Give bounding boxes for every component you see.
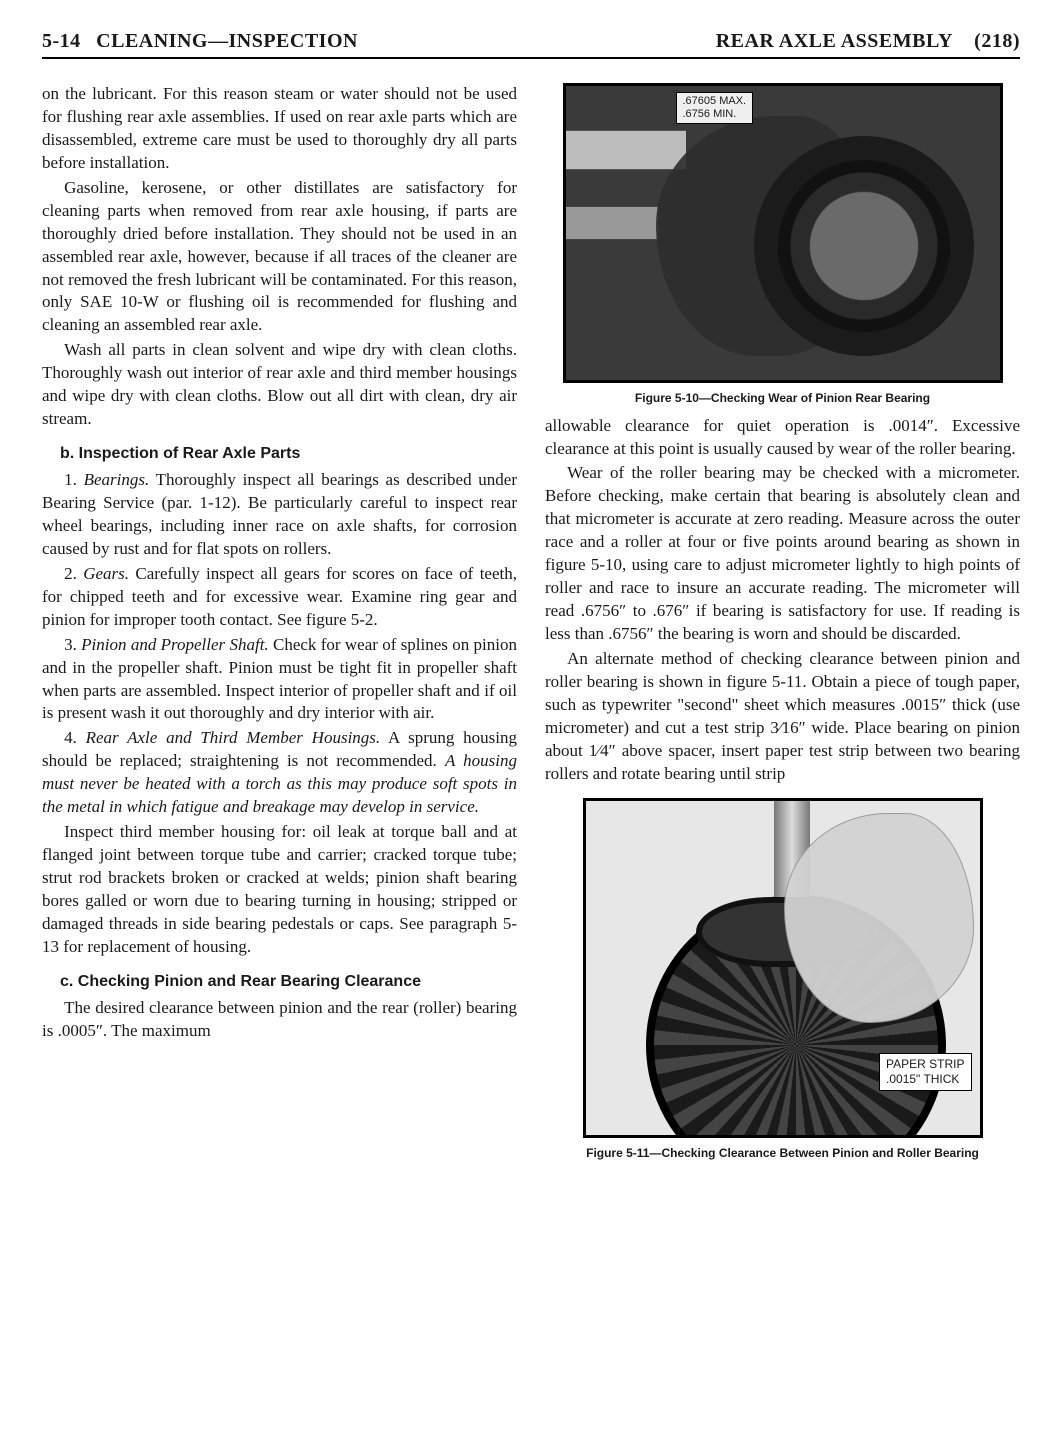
para: The desired clearance between pinion and… xyxy=(42,997,517,1043)
section-title: CLEANING—INSPECTION xyxy=(96,30,358,52)
subhead-c: c. Checking Pinion and Rear Bearing Clea… xyxy=(60,973,517,991)
header-right: REAR AXLE ASSEMBLY (218) xyxy=(716,30,1020,53)
right-column: .67605 MAX. .6756 MIN. Figure 5-10—Check… xyxy=(545,83,1020,1169)
item-num: 2. xyxy=(64,564,83,583)
right-title: REAR AXLE ASSEMBLY xyxy=(716,30,952,52)
shaft-graphic xyxy=(566,130,686,170)
para: Inspect third member housing for: oil le… xyxy=(42,821,517,959)
page-ref: (218) xyxy=(974,30,1020,52)
item-num: 3. xyxy=(64,635,81,654)
figure-5-11: PAPER STRIP .0015" THICK Figure 5-11—Che… xyxy=(545,798,1020,1162)
figure-5-10: .67605 MAX. .6756 MIN. Figure 5-10—Check… xyxy=(545,83,1020,407)
para: on the lubricant. For this reason steam … xyxy=(42,83,517,175)
para: Wash all parts in clean solvent and wipe… xyxy=(42,339,517,431)
list-item: 2. Gears. Carefully inspect all gears fo… xyxy=(42,563,517,632)
callout-line: PAPER STRIP xyxy=(886,1057,964,1071)
callout-line: .6756 MIN. xyxy=(683,108,737,120)
para: An alternate method of checking clearanc… xyxy=(545,648,1020,786)
item-num: 1. xyxy=(64,470,83,489)
bearing-ring-graphic xyxy=(754,136,974,356)
figure-5-11-callout: PAPER STRIP .0015" THICK xyxy=(879,1053,971,1091)
item-num: 4. xyxy=(64,728,86,747)
callout-line: .0015" THICK xyxy=(886,1072,959,1086)
header-left: 5-14 CLEANING—INSPECTION xyxy=(42,30,358,53)
subhead-b: b. Inspection of Rear Axle Parts xyxy=(60,445,517,463)
item-term: Rear Axle and Third Member Housings. xyxy=(86,728,381,747)
left-column: on the lubricant. For this reason steam … xyxy=(42,83,517,1169)
para: Wear of the roller bearing may be checke… xyxy=(545,462,1020,646)
two-column-layout: on the lubricant. For this reason steam … xyxy=(42,83,1020,1169)
figure-5-10-image: .67605 MAX. .6756 MIN. xyxy=(563,83,1003,383)
figure-5-10-callout: .67605 MAX. .6756 MIN. xyxy=(676,92,754,124)
shaft-graphic-2 xyxy=(566,206,658,240)
section-number: 5-14 xyxy=(42,30,81,52)
item-term: Pinion and Propeller Shaft. xyxy=(81,635,269,654)
list-item: 1. Bearings. Thoroughly inspect all bear… xyxy=(42,469,517,561)
page-header: 5-14 CLEANING—INSPECTION REAR AXLE ASSEM… xyxy=(42,30,1020,59)
item-term: Gears. xyxy=(83,564,129,583)
list-item: 4. Rear Axle and Third Member Housings. … xyxy=(42,727,517,819)
list-item: 3. Pinion and Propeller Shaft. Check for… xyxy=(42,634,517,726)
figure-5-11-caption: Figure 5-11—Checking Clearance Between P… xyxy=(545,1146,1020,1162)
callout-line: .67605 MAX. xyxy=(683,95,747,107)
item-term: Bearings. xyxy=(84,470,150,489)
hand-graphic xyxy=(784,813,974,1023)
para: Gasoline, kerosene, or other distillates… xyxy=(42,177,517,338)
figure-5-10-caption: Figure 5-10—Checking Wear of Pinion Rear… xyxy=(545,391,1020,407)
figure-5-11-image: PAPER STRIP .0015" THICK xyxy=(583,798,983,1138)
para: allowable clearance for quiet operation … xyxy=(545,415,1020,461)
